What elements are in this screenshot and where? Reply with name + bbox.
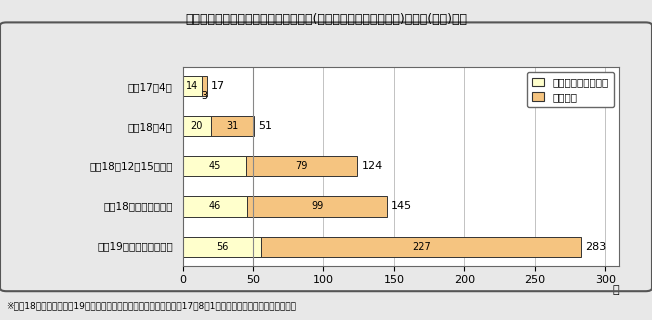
Text: 20: 20 [190, 121, 203, 131]
Bar [247, 196, 387, 217]
Text: 45: 45 [208, 161, 220, 172]
Text: ※平成18年度中及び平成19年度以降の指定予定・検討状況は、平成17年8月1日現在の文部科学省調査による。: ※平成18年度中及び平成19年度以降の指定予定・検討状況は、平成17年8月1日現… [7, 301, 297, 310]
Text: 31: 31 [226, 121, 239, 131]
Text: 3: 3 [201, 92, 207, 101]
Bar [202, 76, 207, 96]
Legend: 都道府県・指定都市, 市区町村: 都道府県・指定都市, 市区町村 [527, 72, 614, 107]
Bar [183, 156, 246, 176]
Text: 145: 145 [391, 202, 412, 212]
Text: 99: 99 [311, 202, 323, 212]
Text: 平成18年度中（予定）: 平成18年度中（予定） [103, 201, 173, 211]
Text: 平成18年12月15日現在: 平成18年12月15日現在 [89, 161, 173, 172]
Text: 124: 124 [361, 161, 383, 172]
Text: 平成17年4月: 平成17年4月 [128, 82, 173, 92]
Bar [183, 196, 247, 217]
Text: 校: 校 [612, 284, 619, 295]
Text: 56: 56 [216, 242, 228, 252]
Text: 46: 46 [209, 202, 221, 212]
Text: 平成19年度以降（予定）: 平成19年度以降（予定） [97, 241, 173, 251]
Bar [183, 236, 261, 257]
Text: 79: 79 [295, 161, 308, 172]
Text: 51: 51 [259, 121, 273, 131]
Text: 14: 14 [186, 81, 199, 91]
Bar [183, 116, 211, 136]
Text: 平成18年4月: 平成18年4月 [128, 122, 173, 132]
Text: 283: 283 [585, 242, 607, 252]
Text: 17: 17 [211, 81, 225, 91]
Bar [183, 76, 202, 96]
Bar [261, 236, 582, 257]
Text: 227: 227 [412, 242, 431, 252]
Text: 公立学校における学校運営協議会制度(コミュニティ・スクール)の指定(予定)状況: 公立学校における学校運営協議会制度(コミュニティ・スクール)の指定(予定)状況 [185, 13, 467, 26]
Bar [246, 156, 357, 176]
Bar [211, 116, 254, 136]
